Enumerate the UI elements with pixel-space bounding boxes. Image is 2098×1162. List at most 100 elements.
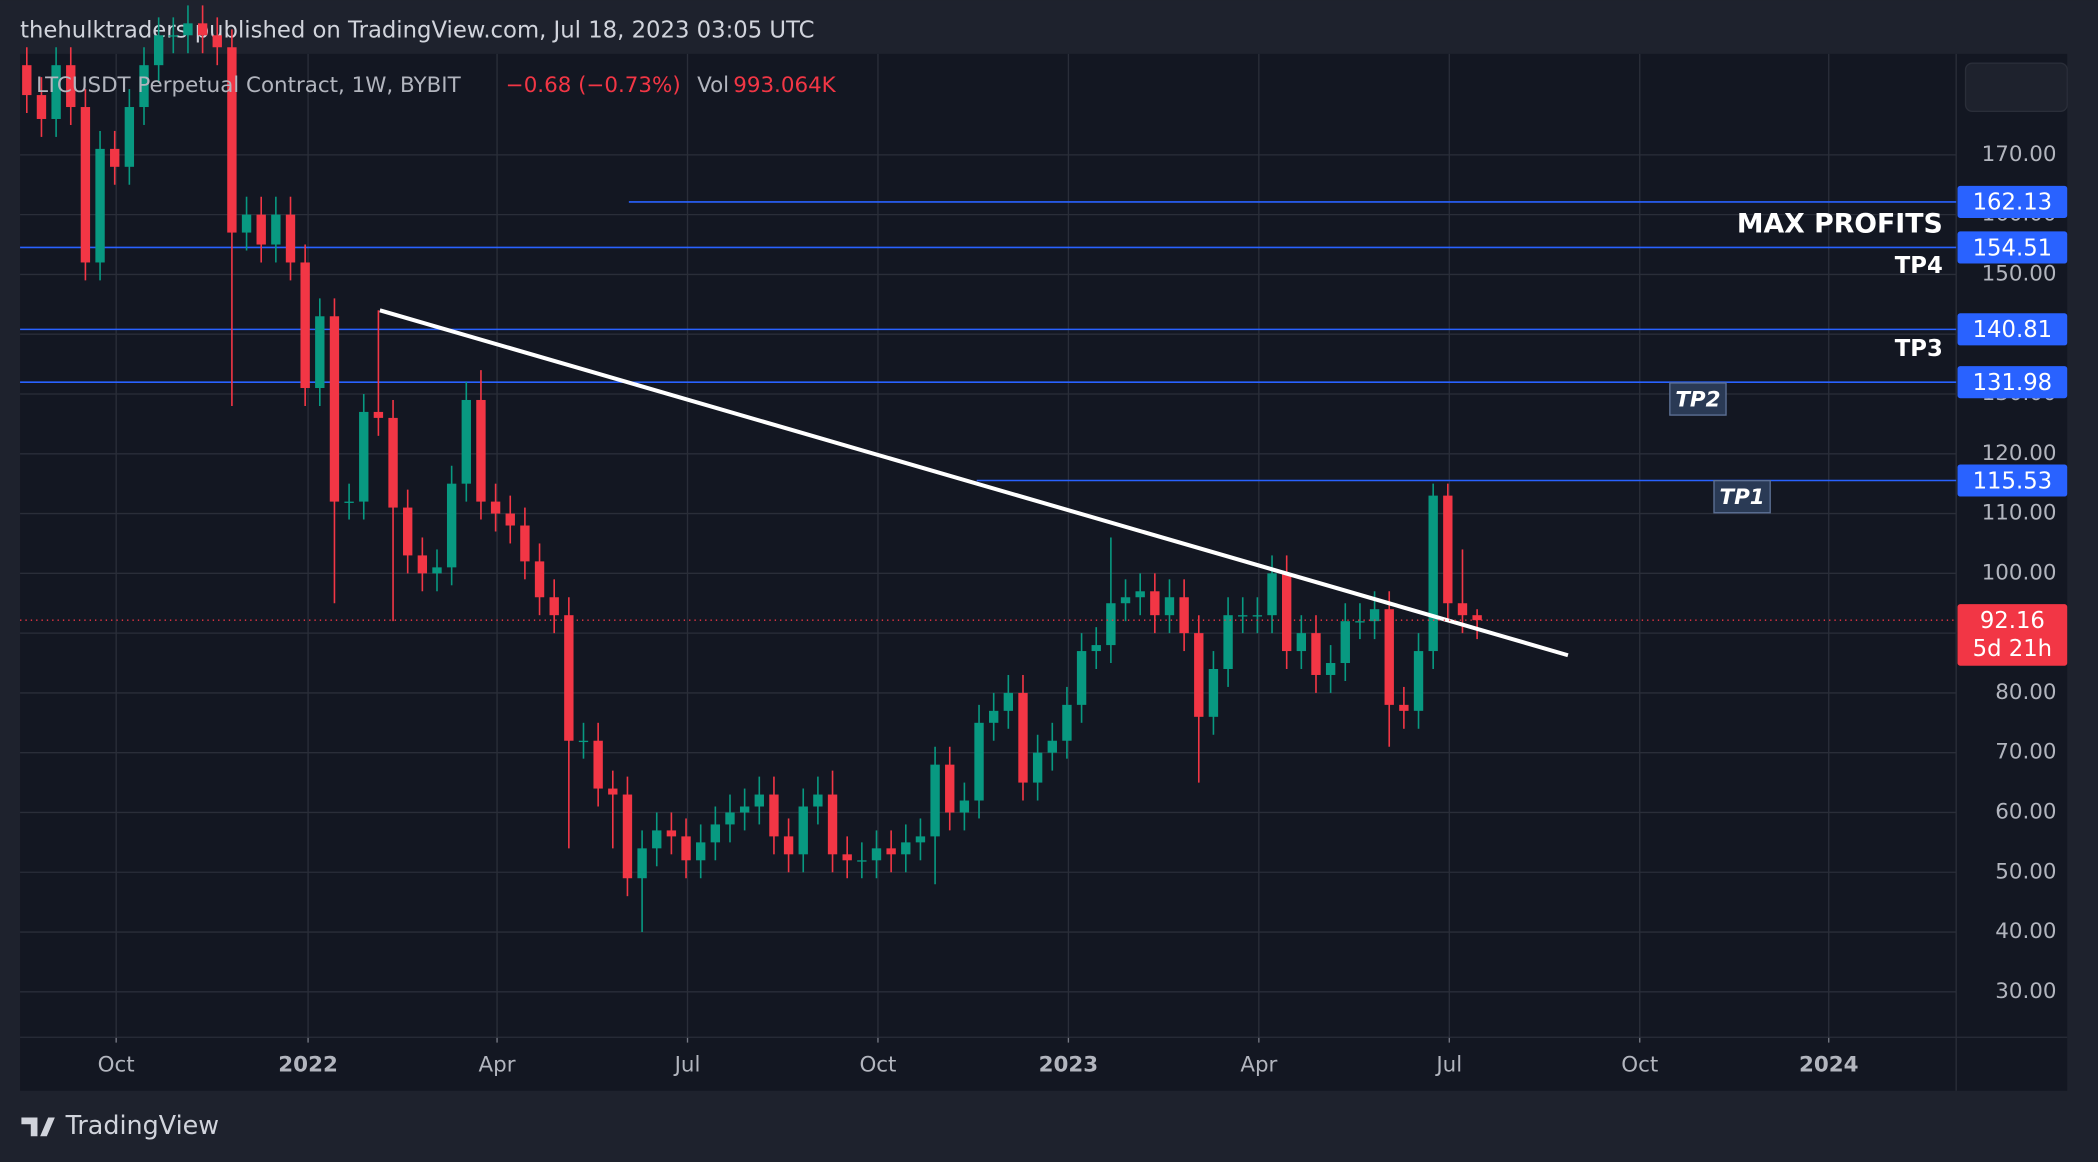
candle-body (168, 35, 178, 37)
candle-body (51, 65, 61, 119)
candle-body (1457, 603, 1468, 616)
y-tick-label: 80.00 (1995, 680, 2056, 705)
candle-body (520, 525, 530, 562)
candle-body (666, 830, 677, 837)
trendline (379, 308, 1569, 658)
candle-body (696, 842, 706, 861)
candle-body (256, 214, 266, 245)
candle-body (212, 35, 222, 48)
candle-body (183, 23, 193, 36)
x-tick-label: 2022 (278, 1052, 338, 1077)
annotation-box (1713, 479, 1771, 514)
candle-body (66, 65, 76, 108)
y-tick-label: 40.00 (1995, 919, 2056, 944)
y-tick-label: 60.00 (1995, 799, 2056, 824)
candle-body (490, 501, 501, 514)
candle-body (1267, 573, 1277, 616)
candle-body (285, 214, 296, 263)
candle-body (930, 764, 940, 837)
candle-body (725, 812, 735, 825)
logo-mark (21, 1117, 55, 1137)
last-price-label: 92.16 (1980, 608, 2045, 634)
candle-body (1296, 633, 1307, 652)
countdown: 5d 21h (1973, 636, 2052, 662)
candle-body (476, 399, 486, 502)
candle-body (1164, 597, 1175, 616)
candle-body (446, 483, 457, 568)
candle-body (1311, 633, 1321, 675)
logo: TradingView (21, 1110, 219, 1140)
candle-body (359, 411, 369, 502)
candle-body (1106, 603, 1116, 646)
candle-body (1399, 704, 1409, 711)
x-tick-label: Oct (98, 1052, 135, 1077)
candle-body (1091, 645, 1101, 652)
candle-body (1281, 573, 1292, 652)
candle-body (1369, 609, 1380, 622)
candle-body (241, 214, 252, 233)
candle-body (681, 836, 691, 861)
level-label: 162.13 (1973, 190, 2053, 216)
candle-body (153, 35, 164, 66)
plot: Oct 2022 Apr Jul Oct 2023 Apr Jul Oct 2024 30.00 40… (20, 5, 2068, 1091)
candle-body (1340, 621, 1350, 664)
candle-body (197, 23, 208, 36)
candle-body (110, 148, 120, 167)
y-tick-label: 150.00 (1982, 261, 2057, 286)
candle-body (886, 848, 896, 855)
candle-body (1194, 633, 1204, 717)
x-tick-label: Apr (1240, 1052, 1277, 1077)
candle-body (739, 806, 750, 813)
candle-body (1062, 704, 1072, 741)
candle-body (388, 417, 398, 508)
candle-body (959, 800, 970, 813)
annotation: TP3 (1895, 336, 1943, 362)
candle-body (622, 794, 633, 879)
y-tick-label: 120.00 (1982, 441, 2057, 466)
candle-body (329, 316, 340, 502)
volume-label: Vol (697, 73, 729, 98)
candle-body (1384, 609, 1394, 705)
x-tick-label: 2023 (1039, 1052, 1099, 1077)
candle-body (271, 214, 281, 245)
level-label: 140.81 (1973, 317, 2053, 343)
button[interactable] (1964, 62, 2068, 113)
candle-body (22, 65, 32, 96)
y-tick-label: 50.00 (1995, 859, 2056, 884)
x-tick-label: Jul (1434, 1052, 1462, 1077)
candle-body (754, 794, 764, 807)
candle-body (652, 830, 662, 849)
candle-body (1223, 615, 1233, 669)
level-label-box (1957, 231, 2068, 264)
candle-body (710, 824, 721, 843)
candle-body (549, 597, 559, 616)
candle-body (534, 561, 545, 598)
candle-body (315, 316, 325, 389)
x-tick-label: Oct (1621, 1052, 1658, 1077)
candle-body (989, 710, 999, 723)
level-label-box (1957, 313, 2068, 346)
y-tick-label: 100.00 (1982, 560, 2057, 585)
candle-body (373, 411, 384, 418)
candle-body (95, 148, 105, 263)
candle-body (945, 764, 955, 813)
x-tick-label: 2024 (1799, 1052, 1859, 1077)
candle-body (1325, 663, 1336, 675)
level-label-box (1957, 366, 2068, 399)
candle-body (783, 836, 794, 855)
level-label-box (1957, 464, 2068, 497)
candle-body (139, 65, 149, 108)
candle-body (798, 806, 808, 855)
candle-body (36, 95, 47, 119)
candle-body (1076, 651, 1087, 705)
candle-body (974, 722, 984, 801)
candle-body (769, 794, 779, 837)
annotation-box (1669, 382, 1727, 416)
annotation: TP2 (1675, 387, 1720, 412)
annotation: TP4 (1895, 253, 1943, 279)
candle-body (827, 794, 838, 855)
candle-body (1032, 752, 1043, 783)
candle-body (915, 836, 926, 843)
candle-body (403, 507, 413, 556)
candle-body (1472, 615, 1482, 621)
